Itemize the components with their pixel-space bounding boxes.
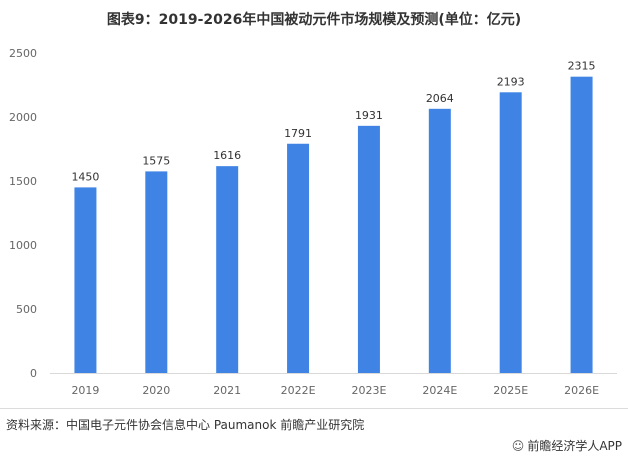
y-tick-label: 1500: [9, 175, 37, 188]
data-label: 1575: [142, 154, 170, 167]
bar: [145, 171, 168, 373]
y-tick-label: 2000: [9, 111, 37, 124]
x-tick-label: 2020: [142, 384, 170, 397]
x-tick-label: 2019: [71, 384, 99, 397]
bar-chart: 0 500 1000 1500 2000 2500 1450 1575 1616 1791 193…: [9, 47, 617, 397]
chart-title: 图表9：2019-2026年中国被动元件市场规模及预测(单位：亿元): [106, 12, 522, 28]
y-tick-label: 500: [16, 303, 37, 316]
bar: [428, 108, 451, 374]
bar: [74, 187, 97, 373]
brand-label: 前瞻经济学人APP: [527, 439, 622, 453]
x-tick-label: 2023E: [351, 384, 386, 397]
y-tick-label: 2500: [9, 47, 37, 60]
data-label: 1616: [213, 149, 241, 162]
bar: [287, 143, 310, 373]
bar: [570, 76, 593, 374]
data-label: 1791: [284, 127, 312, 140]
bar-series: 1450 1575 1616 1791 1931 2064 2193 2315: [71, 60, 596, 374]
footer-divider: [0, 408, 628, 409]
data-label: 1450: [71, 170, 99, 183]
bar: [499, 92, 522, 374]
data-label: 1931: [355, 109, 383, 122]
brand-credit: ☺ 前瞻经济学人APP: [512, 437, 622, 454]
bar: [216, 166, 239, 373]
x-tick-label: 2024E: [422, 384, 457, 397]
x-axis: 2019 2020 2021 2022E 2023E 2024E 2025E 2026E: [71, 384, 599, 397]
data-label: 2193: [497, 75, 525, 88]
bar: [357, 125, 380, 373]
data-label: 2064: [426, 92, 454, 105]
x-tick-label: 2025E: [493, 384, 528, 397]
x-tick-label: 2021: [213, 384, 241, 397]
source-note: 资料来源：中国电子元件协会信息中心 Paumanok 前瞻产业研究院: [6, 418, 365, 432]
y-tick-label: 1000: [9, 239, 37, 252]
data-label: 2315: [568, 60, 596, 73]
x-tick-label: 2026E: [564, 384, 599, 397]
qianzhan-logo-icon: ☺: [511, 438, 525, 453]
y-tick-label: 0: [30, 367, 37, 380]
x-tick-label: 2022E: [281, 384, 316, 397]
y-axis: 0 500 1000 1500 2000 2500: [9, 47, 37, 380]
